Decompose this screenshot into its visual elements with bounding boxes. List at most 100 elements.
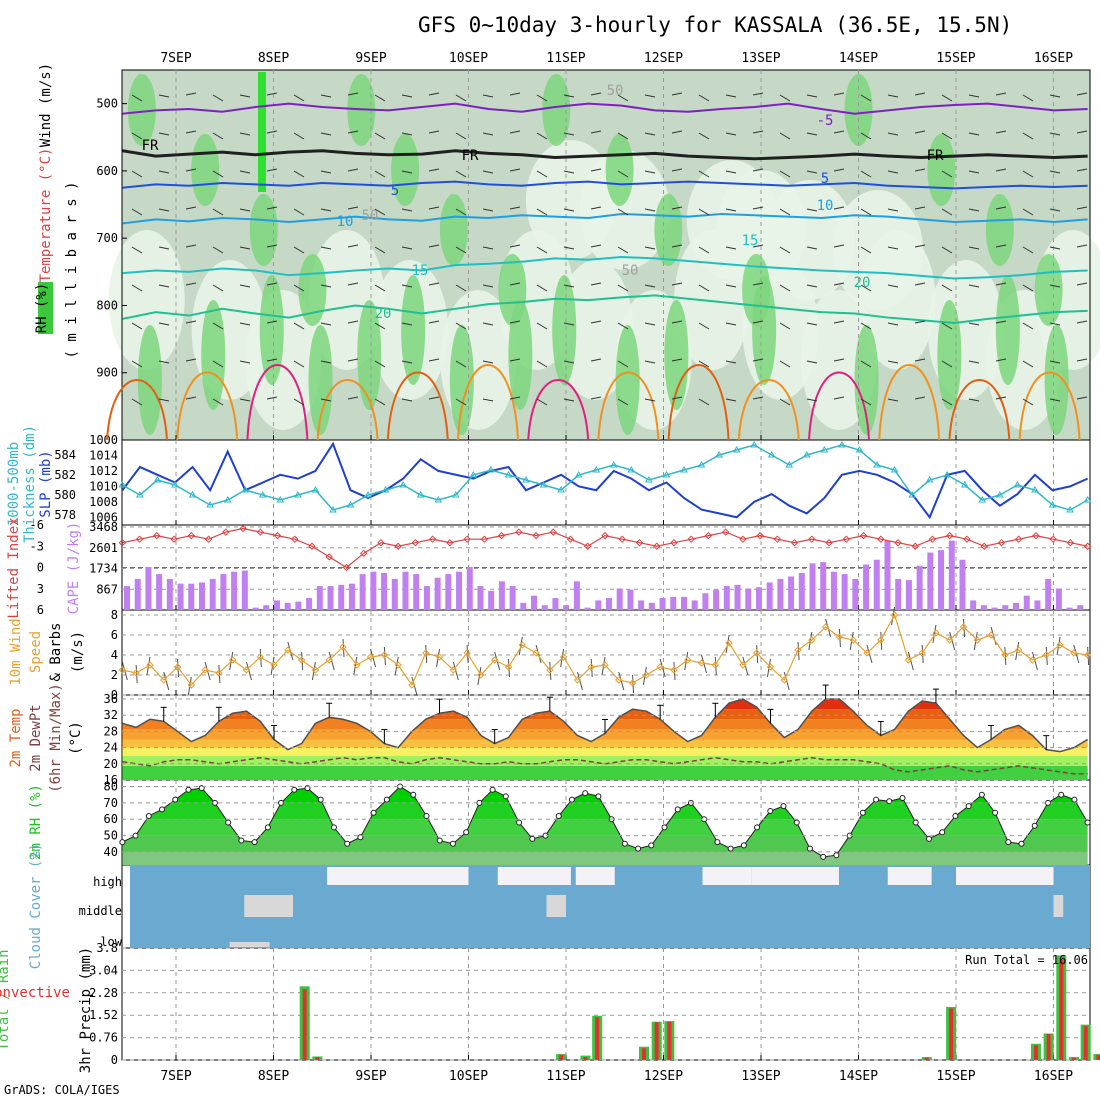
wind-barb bbox=[239, 284, 251, 288]
isotherm-warm bbox=[878, 364, 941, 441]
temp-band bbox=[122, 765, 1088, 780]
y-tick-slp: 1012 bbox=[89, 464, 118, 478]
y-tick-pressure: 800 bbox=[96, 298, 118, 312]
cape-bar bbox=[273, 600, 280, 610]
wind-barb bbox=[1076, 282, 1088, 286]
rh-moist-region bbox=[605, 134, 634, 206]
cape-bar bbox=[348, 583, 355, 610]
cape-bar bbox=[745, 588, 752, 610]
thickness-marker bbox=[978, 496, 987, 503]
thickness-marker bbox=[557, 486, 566, 493]
wind-barb bbox=[941, 208, 953, 216]
cape-bar bbox=[220, 574, 227, 610]
wind-barb bbox=[320, 246, 332, 250]
lifted-index-marker bbox=[808, 535, 816, 543]
wind-barb bbox=[779, 170, 791, 178]
wind-speed-marker bbox=[353, 661, 361, 669]
lifted-index-marker bbox=[670, 539, 678, 547]
y-tick-precip: 0 bbox=[111, 1053, 118, 1067]
y-tick-precip: 0.76 bbox=[89, 1031, 118, 1045]
rh-marker bbox=[317, 796, 324, 803]
rh-marker bbox=[992, 809, 999, 816]
cape-bar bbox=[659, 598, 666, 610]
wind-barb bbox=[590, 206, 602, 210]
contour-label: 50 bbox=[362, 208, 379, 224]
cape-bar bbox=[316, 586, 323, 610]
wind-speed-marker bbox=[684, 656, 692, 664]
wind-barb bbox=[941, 322, 953, 330]
wind-barb bbox=[131, 360, 143, 368]
rh-marker bbox=[383, 796, 390, 803]
isotherm-warm bbox=[808, 371, 870, 441]
lifted-index-marker bbox=[687, 535, 695, 543]
y-label-precip: 3hr Precip (mm) bbox=[78, 947, 94, 1073]
footer-credit: GrADS: COLA/IGES bbox=[4, 1083, 120, 1097]
wind-barb bbox=[401, 132, 413, 136]
wind-barb bbox=[887, 246, 899, 250]
wind-barb bbox=[347, 130, 359, 134]
wind-barb bbox=[1022, 322, 1034, 330]
y-tick-temp: 20 bbox=[104, 757, 118, 771]
cape-bar bbox=[466, 566, 473, 610]
wind-barb bbox=[293, 94, 305, 102]
wind-speed-marker bbox=[808, 636, 816, 644]
wind-barb bbox=[455, 132, 467, 140]
rh-moist-region bbox=[854, 325, 879, 435]
y-tick-temp: 36 bbox=[104, 692, 118, 706]
rh-marker bbox=[225, 819, 232, 826]
cape-bar bbox=[498, 581, 505, 610]
wind-speed-marker bbox=[201, 666, 209, 674]
y-tick-pressure: 500 bbox=[96, 97, 118, 111]
wind-barb bbox=[833, 358, 845, 362]
wind-barb bbox=[968, 284, 980, 288]
y-label-temp-3: (6hr Min/Max) bbox=[48, 683, 64, 793]
y-tick-pressure: 700 bbox=[96, 231, 118, 245]
thickness-marker bbox=[539, 481, 548, 488]
wind-barb bbox=[320, 398, 332, 402]
wind-barb bbox=[293, 360, 305, 368]
rh-moist-region bbox=[508, 300, 533, 410]
wind-barb-10m bbox=[590, 658, 593, 678]
wind-barb bbox=[752, 206, 764, 210]
wind-barb bbox=[941, 284, 953, 292]
thickness-marker bbox=[399, 481, 408, 488]
wind-barb bbox=[887, 360, 899, 364]
wind-barb bbox=[806, 360, 818, 364]
wind-barb bbox=[185, 358, 197, 362]
y-tick-cloud: high bbox=[93, 875, 122, 889]
cape-bar bbox=[895, 578, 902, 610]
thickness-marker bbox=[680, 466, 688, 473]
y-tick-cloud: low bbox=[100, 935, 122, 949]
rh-marker bbox=[859, 809, 866, 816]
wind-barb bbox=[995, 168, 1007, 172]
rh-dry-region bbox=[557, 260, 634, 400]
wind-barb bbox=[914, 320, 926, 324]
lifted-index-marker bbox=[256, 528, 264, 536]
wind-barb bbox=[617, 284, 629, 292]
y-tick-lifted-index: 0 bbox=[37, 561, 44, 575]
rh-moist-region bbox=[201, 300, 226, 410]
rh-moist-region bbox=[308, 325, 333, 435]
wind-barb bbox=[698, 322, 710, 330]
wind-barb bbox=[131, 170, 143, 178]
wind-barb bbox=[212, 322, 224, 330]
wind-barb bbox=[212, 398, 224, 406]
wind-barb bbox=[779, 94, 791, 102]
rh-moist-region bbox=[664, 300, 689, 410]
wind-speed-marker bbox=[532, 649, 540, 657]
x-tick-label-bottom: 11SEP bbox=[546, 1069, 585, 1084]
rh-dry-region bbox=[108, 230, 185, 370]
precip-convective-bar bbox=[1046, 1034, 1051, 1060]
thickness-marker bbox=[750, 441, 759, 448]
temp-band bbox=[122, 755, 1088, 766]
thickness-marker bbox=[908, 491, 917, 498]
cape-bar bbox=[980, 605, 987, 610]
legend-rh-swatch bbox=[38, 282, 53, 334]
wind-barb bbox=[1022, 132, 1034, 140]
lifted-index-marker bbox=[842, 535, 851, 543]
wind-barb bbox=[590, 92, 602, 96]
precip-convective-bar bbox=[583, 1057, 588, 1060]
rh-marker bbox=[1018, 840, 1025, 847]
wind-speed-marker bbox=[587, 663, 595, 671]
cape-bar bbox=[359, 574, 366, 610]
